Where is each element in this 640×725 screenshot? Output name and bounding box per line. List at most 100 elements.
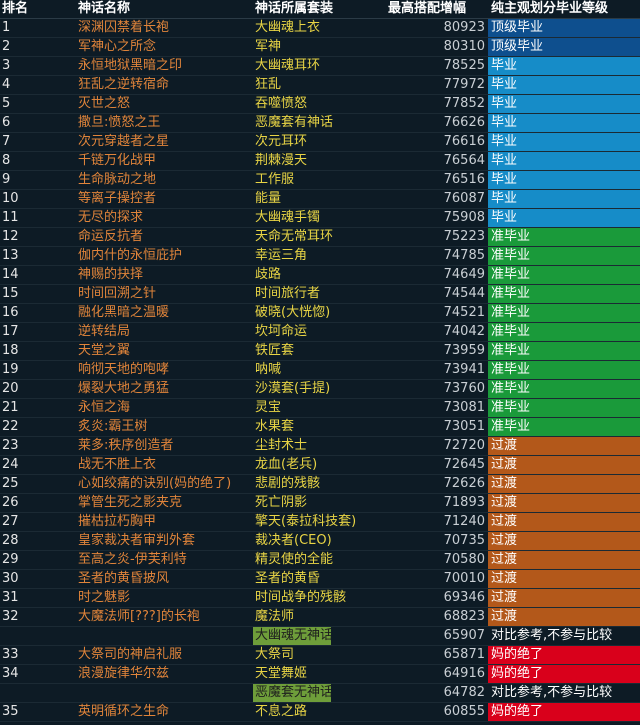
table-row: 28 皇家裁决者审判外套 裁决者(CEO) 70735 过渡 [0, 532, 640, 551]
set-name-cell: 坎坷命运 [255, 324, 308, 339]
tier-cell: 准毕业 [488, 304, 640, 322]
table-row: 26 掌管生死之影夹克 死亡阴影 71893 过渡 [0, 494, 640, 513]
rank-cell [2, 627, 72, 645]
boost-value-cell: 77972 [443, 77, 485, 92]
rank-cell: 25 [2, 476, 19, 491]
table-row: 4 狂乱之逆转宿命 狂乱 77972 毕业 [0, 76, 640, 95]
rank-cell: 12 [2, 229, 19, 244]
tier-cell: 过渡 [488, 513, 640, 531]
rank-cell: 21 [2, 400, 19, 415]
mythic-name-cell: 生命脉动之地 [78, 172, 157, 187]
set-name-cell: 恶魔套有神话 [255, 115, 334, 130]
tier-cell: 准毕业 [488, 342, 640, 360]
tier-cell: 准毕业 [488, 361, 640, 379]
set-name-cell: 军神 [255, 39, 282, 54]
mythic-name-cell: 浪漫旋律华尔兹 [78, 666, 170, 681]
table-row: 29 至高之炎-伊芙利特 精灵使的全能 70580 过渡 [0, 551, 640, 570]
boost-value-cell: 76087 [443, 191, 485, 206]
rank-cell: 3 [2, 58, 11, 73]
tier-cell: 过渡 [488, 456, 640, 474]
tier-cell: 过渡 [488, 475, 640, 493]
mythic-name-cell: 圣者的黄昏披风 [78, 571, 170, 586]
boost-value-cell: 65907 [443, 628, 485, 643]
boost-value-cell: 69346 [443, 590, 485, 605]
table-header-row: 排名 神话名称 神话所属套装 最高搭配增幅 纯主观划分毕业等级 [0, 0, 640, 19]
mythic-name-cell: 永恒之海 [78, 400, 131, 415]
mythic-name-cell: 撒旦:愤怒之王 [78, 115, 161, 130]
set-name-cell: 破晓(大恍惚) [255, 305, 331, 320]
rank-cell: 15 [2, 286, 19, 301]
rank-cell: 13 [2, 248, 19, 263]
boost-value-cell: 70580 [443, 552, 485, 567]
mythic-name-cell: 融化黑暗之温暖 [78, 305, 170, 320]
table-row: 33 大祭司的神启礼服 大祭司 65871 妈的绝了 [0, 646, 640, 665]
table-row: 25 心如绞痛的诀别(妈的绝了) 悲剧的残骸 72626 过渡 [0, 475, 640, 494]
tier-cell: 过渡 [488, 589, 640, 607]
header-tier: 纯主观划分毕业等级 [491, 1, 609, 16]
set-name-cell: 大祭司 [255, 647, 295, 662]
mythic-name-cell: 响彻天地的咆哮 [78, 362, 170, 377]
boost-value-cell: 70010 [443, 571, 485, 586]
table-row: 31 时之魅影 时间战争的残骸 69346 过渡 [0, 589, 640, 608]
boost-value-cell: 65871 [443, 647, 485, 662]
rank-cell: 22 [2, 419, 19, 434]
table-row: 18 天堂之翼 铁匠套 73959 准毕业 [0, 342, 640, 361]
boost-value-cell: 74544 [443, 286, 485, 301]
boost-value-cell: 74785 [443, 248, 485, 263]
mythic-name-cell: 灭世之怒 [78, 96, 131, 111]
set-name-cell: 死亡阴影 [255, 495, 308, 510]
set-name-cell: 精灵使的全能 [255, 552, 334, 567]
table-row: 9 生命脉动之地 工作服 76516 毕业 [0, 171, 640, 190]
boost-value-cell: 73051 [443, 419, 485, 434]
tier-cell: 妈的绝了 [488, 703, 640, 721]
rank-cell: 28 [2, 533, 19, 548]
set-name-cell: 天堂舞姬 [255, 666, 308, 681]
table-row: 34 浪漫旋律华尔兹 天堂舞姬 64916 妈的绝了 [0, 665, 640, 684]
tier-cell: 毕业 [488, 133, 640, 151]
rank-cell: 1 [2, 20, 11, 35]
rank-cell: 10 [2, 191, 19, 206]
rank-cell: 14 [2, 267, 19, 282]
boost-value-cell: 68823 [443, 609, 485, 624]
set-name-cell: 工作服 [255, 172, 295, 187]
boost-value-cell: 72645 [443, 457, 485, 472]
rank-cell: 31 [2, 590, 19, 605]
set-name-cell: 歧路 [255, 267, 282, 282]
rank-cell: 34 [2, 666, 19, 681]
table-row: 32 大魔法师[???]的长袍 魔法师 68823 过渡 [0, 608, 640, 627]
table-row: 10 等离子操控者 能量 76087 毕业 [0, 190, 640, 209]
boost-value-cell: 73941 [443, 362, 485, 377]
mythic-name-cell: 军神心之所念 [78, 39, 157, 54]
boost-value-cell: 76616 [443, 134, 485, 149]
set-name-cell: 灵宝 [255, 400, 282, 415]
tier-cell: 妈的绝了 [488, 665, 640, 683]
set-name-cell: 时间战争的残骸 [255, 590, 347, 605]
boost-value-cell: 72626 [443, 476, 485, 491]
boost-value-cell: 76564 [443, 153, 485, 168]
set-name-cell: 时间旅行者 [255, 286, 321, 301]
boost-value-cell: 78525 [443, 58, 485, 73]
boost-value-cell: 80923 [443, 20, 485, 35]
rank-cell: 20 [2, 381, 19, 396]
table-row: 11 无尽的探求 大幽魂手镯 75908 毕业 [0, 209, 640, 228]
boost-value-cell: 71893 [443, 495, 485, 510]
table-row: 20 爆裂大地之勇猛 沙漠套(手提) 73760 准毕业 [0, 380, 640, 399]
tier-cell: 过渡 [488, 551, 640, 569]
mythic-name-cell: 等离子操控者 [78, 191, 157, 206]
tier-cell: 过渡 [488, 570, 640, 588]
tier-cell: 准毕业 [488, 266, 640, 284]
tier-cell: 过渡 [488, 494, 640, 512]
header-name: 神话名称 [78, 1, 131, 16]
table-row: 3 永恒地狱黑暗之印 大幽魂耳环 78525 毕业 [0, 57, 640, 76]
table-row: 8 千链万化战甲 荆棘漫天 76564 毕业 [0, 152, 640, 171]
boost-value-cell: 74649 [443, 267, 485, 282]
set-name-cell: 水果套 [255, 419, 295, 434]
mythic-name-cell: 永恒地狱黑暗之印 [78, 58, 183, 73]
mythic-name-cell [78, 684, 250, 702]
header-value: 最高搭配增幅 [388, 1, 467, 16]
tier-cell: 对比参考,不参与比较 [488, 684, 640, 702]
rank-cell: 26 [2, 495, 19, 510]
set-name-cell: 恶魔套无神话 [253, 684, 331, 702]
tier-cell: 准毕业 [488, 418, 640, 436]
rank-cell: 16 [2, 305, 19, 320]
